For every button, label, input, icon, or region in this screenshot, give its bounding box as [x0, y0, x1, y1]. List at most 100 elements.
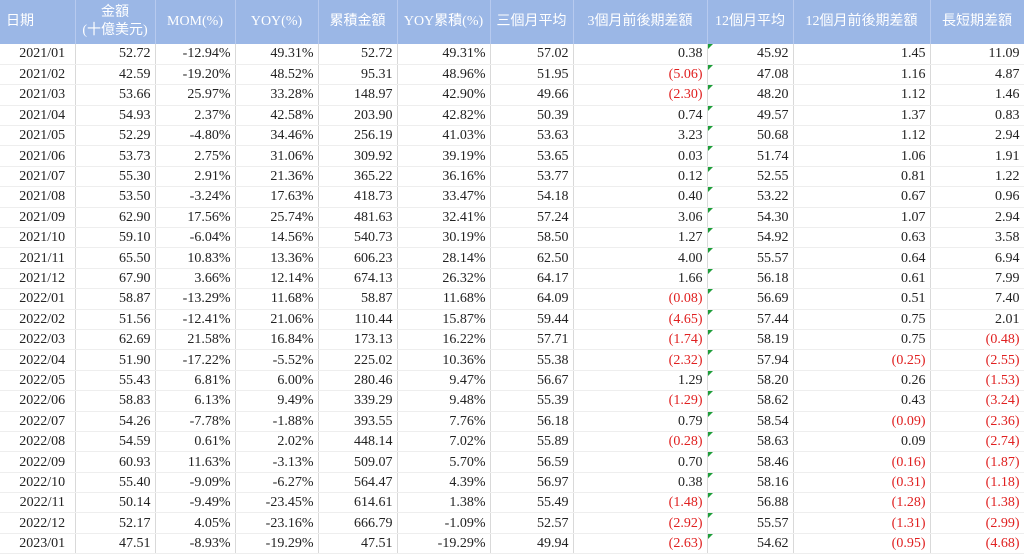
table-cell: 53.66	[75, 84, 156, 106]
table-cell: 57.71	[490, 329, 574, 351]
header-cell: 3個月前後期差額	[573, 0, 708, 44]
table-cell: 2021/06	[0, 145, 76, 167]
table-cell: 58.46	[707, 451, 794, 473]
table-cell: 110.44	[318, 309, 398, 330]
table-cell: 2022/02	[0, 309, 76, 330]
table-cell: 6.13%	[155, 390, 236, 412]
table-cell: 42.59	[75, 64, 156, 86]
table-cell: 2021/01	[0, 44, 76, 65]
table-cell: 1.38%	[397, 492, 491, 514]
table-cell: 1.29	[573, 370, 708, 392]
table-cell: 0.51	[793, 288, 931, 310]
table-cell: 54.18	[490, 186, 574, 208]
table-cell: 2.37%	[155, 105, 236, 127]
table-cell: 9.48%	[397, 390, 491, 412]
table-cell: 0.75	[793, 309, 931, 330]
table-cell: 53.73	[75, 145, 156, 167]
table-cell: 30.19%	[397, 227, 491, 249]
table-cell: 2.02%	[235, 431, 319, 453]
table-cell: 0.83	[930, 105, 1024, 127]
table-cell: -6.27%	[235, 472, 319, 494]
header-cell: 金額 (十億美元)	[75, 0, 156, 44]
table-cell: (0.95)	[793, 533, 931, 554]
table-cell: 173.13	[318, 329, 398, 351]
table-cell: 339.29	[318, 390, 398, 412]
table-cell: (1.38)	[930, 492, 1024, 514]
table-cell: 1.12	[793, 84, 931, 106]
table-cell: 47.51	[75, 533, 156, 554]
table-cell: 21.06%	[235, 309, 319, 330]
table-row: 2022/08 54.59 0.61% 2.02% 448.14 7.02% 55.89 (0…	[0, 431, 1024, 453]
table-cell: -23.16%	[235, 512, 319, 534]
table-cell: 614.61	[318, 492, 398, 514]
table-row: 2021/04 54.93 2.37% 42.58% 203.90 42.82% 50.39…	[0, 105, 1024, 127]
header-cell: 日期	[0, 0, 76, 44]
table-cell: 1.16	[793, 64, 931, 86]
table-cell: 4.87	[930, 64, 1024, 86]
table-cell: 56.97	[490, 472, 574, 494]
table-row: 2022/07 54.26 -7.78% -1.88% 393.55 7.76% 56.18…	[0, 411, 1024, 432]
table-cell: -4.80%	[155, 125, 236, 147]
table-cell: 54.59	[75, 431, 156, 453]
table-cell: (1.18)	[930, 472, 1024, 494]
table-cell: 49.31%	[397, 44, 491, 65]
table-cell: (4.65)	[573, 309, 708, 330]
table-cell: 58.87	[75, 288, 156, 310]
table-cell: 58.20	[707, 370, 794, 392]
table-cell: 7.99	[930, 268, 1024, 290]
table-cell: 11.63%	[155, 451, 236, 473]
table-cell: 606.23	[318, 247, 398, 269]
table-cell: 52.57	[490, 512, 574, 534]
table-row: 2021/03 53.66 25.97% 33.28% 148.97 42.90% 49.6…	[0, 84, 1024, 106]
table-cell: 0.43	[793, 390, 931, 412]
table-cell: 6.81%	[155, 370, 236, 392]
table-cell: 51.95	[490, 64, 574, 86]
table-cell: 2021/04	[0, 105, 76, 127]
table-cell: 52.72	[75, 44, 156, 65]
table-cell: 448.14	[318, 431, 398, 453]
table-row: 2021/08 53.50 -3.24% 17.63% 418.73 33.47% 54.1…	[0, 186, 1024, 208]
table-cell: 1.46	[930, 84, 1024, 106]
table-cell: 33.47%	[397, 186, 491, 208]
table-cell: 28.14%	[397, 247, 491, 269]
table-cell: 50.14	[75, 492, 156, 514]
table-cell: 64.17	[490, 268, 574, 290]
table-cell: 0.70	[573, 451, 708, 473]
table-cell: 7.02%	[397, 431, 491, 453]
header-cell: 三個月平均	[490, 0, 574, 44]
table-cell: (4.68)	[930, 533, 1024, 554]
table-cell: 49.66	[490, 84, 574, 106]
table-row: 2022/01 58.87 -13.29% 11.68% 58.87 11.68% 64.0…	[0, 288, 1024, 310]
table-cell: 2022/04	[0, 349, 76, 371]
table-cell: 42.90%	[397, 84, 491, 106]
table-cell: -3.13%	[235, 451, 319, 473]
table-cell: 58.50	[490, 227, 574, 249]
table-cell: (1.74)	[573, 329, 708, 351]
table-cell: 31.06%	[235, 145, 319, 167]
table-cell: 14.56%	[235, 227, 319, 249]
table-cell: (1.48)	[573, 492, 708, 514]
table-cell: (1.29)	[573, 390, 708, 412]
table-cell: 25.74%	[235, 207, 319, 229]
table-cell: (5.06)	[573, 64, 708, 86]
table-cell: -1.88%	[235, 411, 319, 432]
table-cell: 55.38	[490, 349, 574, 371]
table-cell: -19.29%	[397, 533, 491, 554]
table-cell: (2.74)	[930, 431, 1024, 453]
table-cell: 56.18	[490, 411, 574, 432]
table-cell: (1.31)	[793, 512, 931, 534]
table-cell: 1.91	[930, 145, 1024, 167]
table-cell: 45.92	[707, 44, 794, 65]
table-cell: 60.93	[75, 451, 156, 473]
table-cell: 4.39%	[397, 472, 491, 494]
table-cell: 2022/05	[0, 370, 76, 392]
table-cell: 67.90	[75, 268, 156, 290]
table-cell: 58.19	[707, 329, 794, 351]
table-cell: 2022/07	[0, 411, 76, 432]
table-cell: 53.50	[75, 186, 156, 208]
table-cell: 2021/11	[0, 247, 76, 269]
table-cell: 2021/07	[0, 166, 76, 188]
table-cell: 2022/11	[0, 492, 76, 514]
table-cell: 5.70%	[397, 451, 491, 473]
